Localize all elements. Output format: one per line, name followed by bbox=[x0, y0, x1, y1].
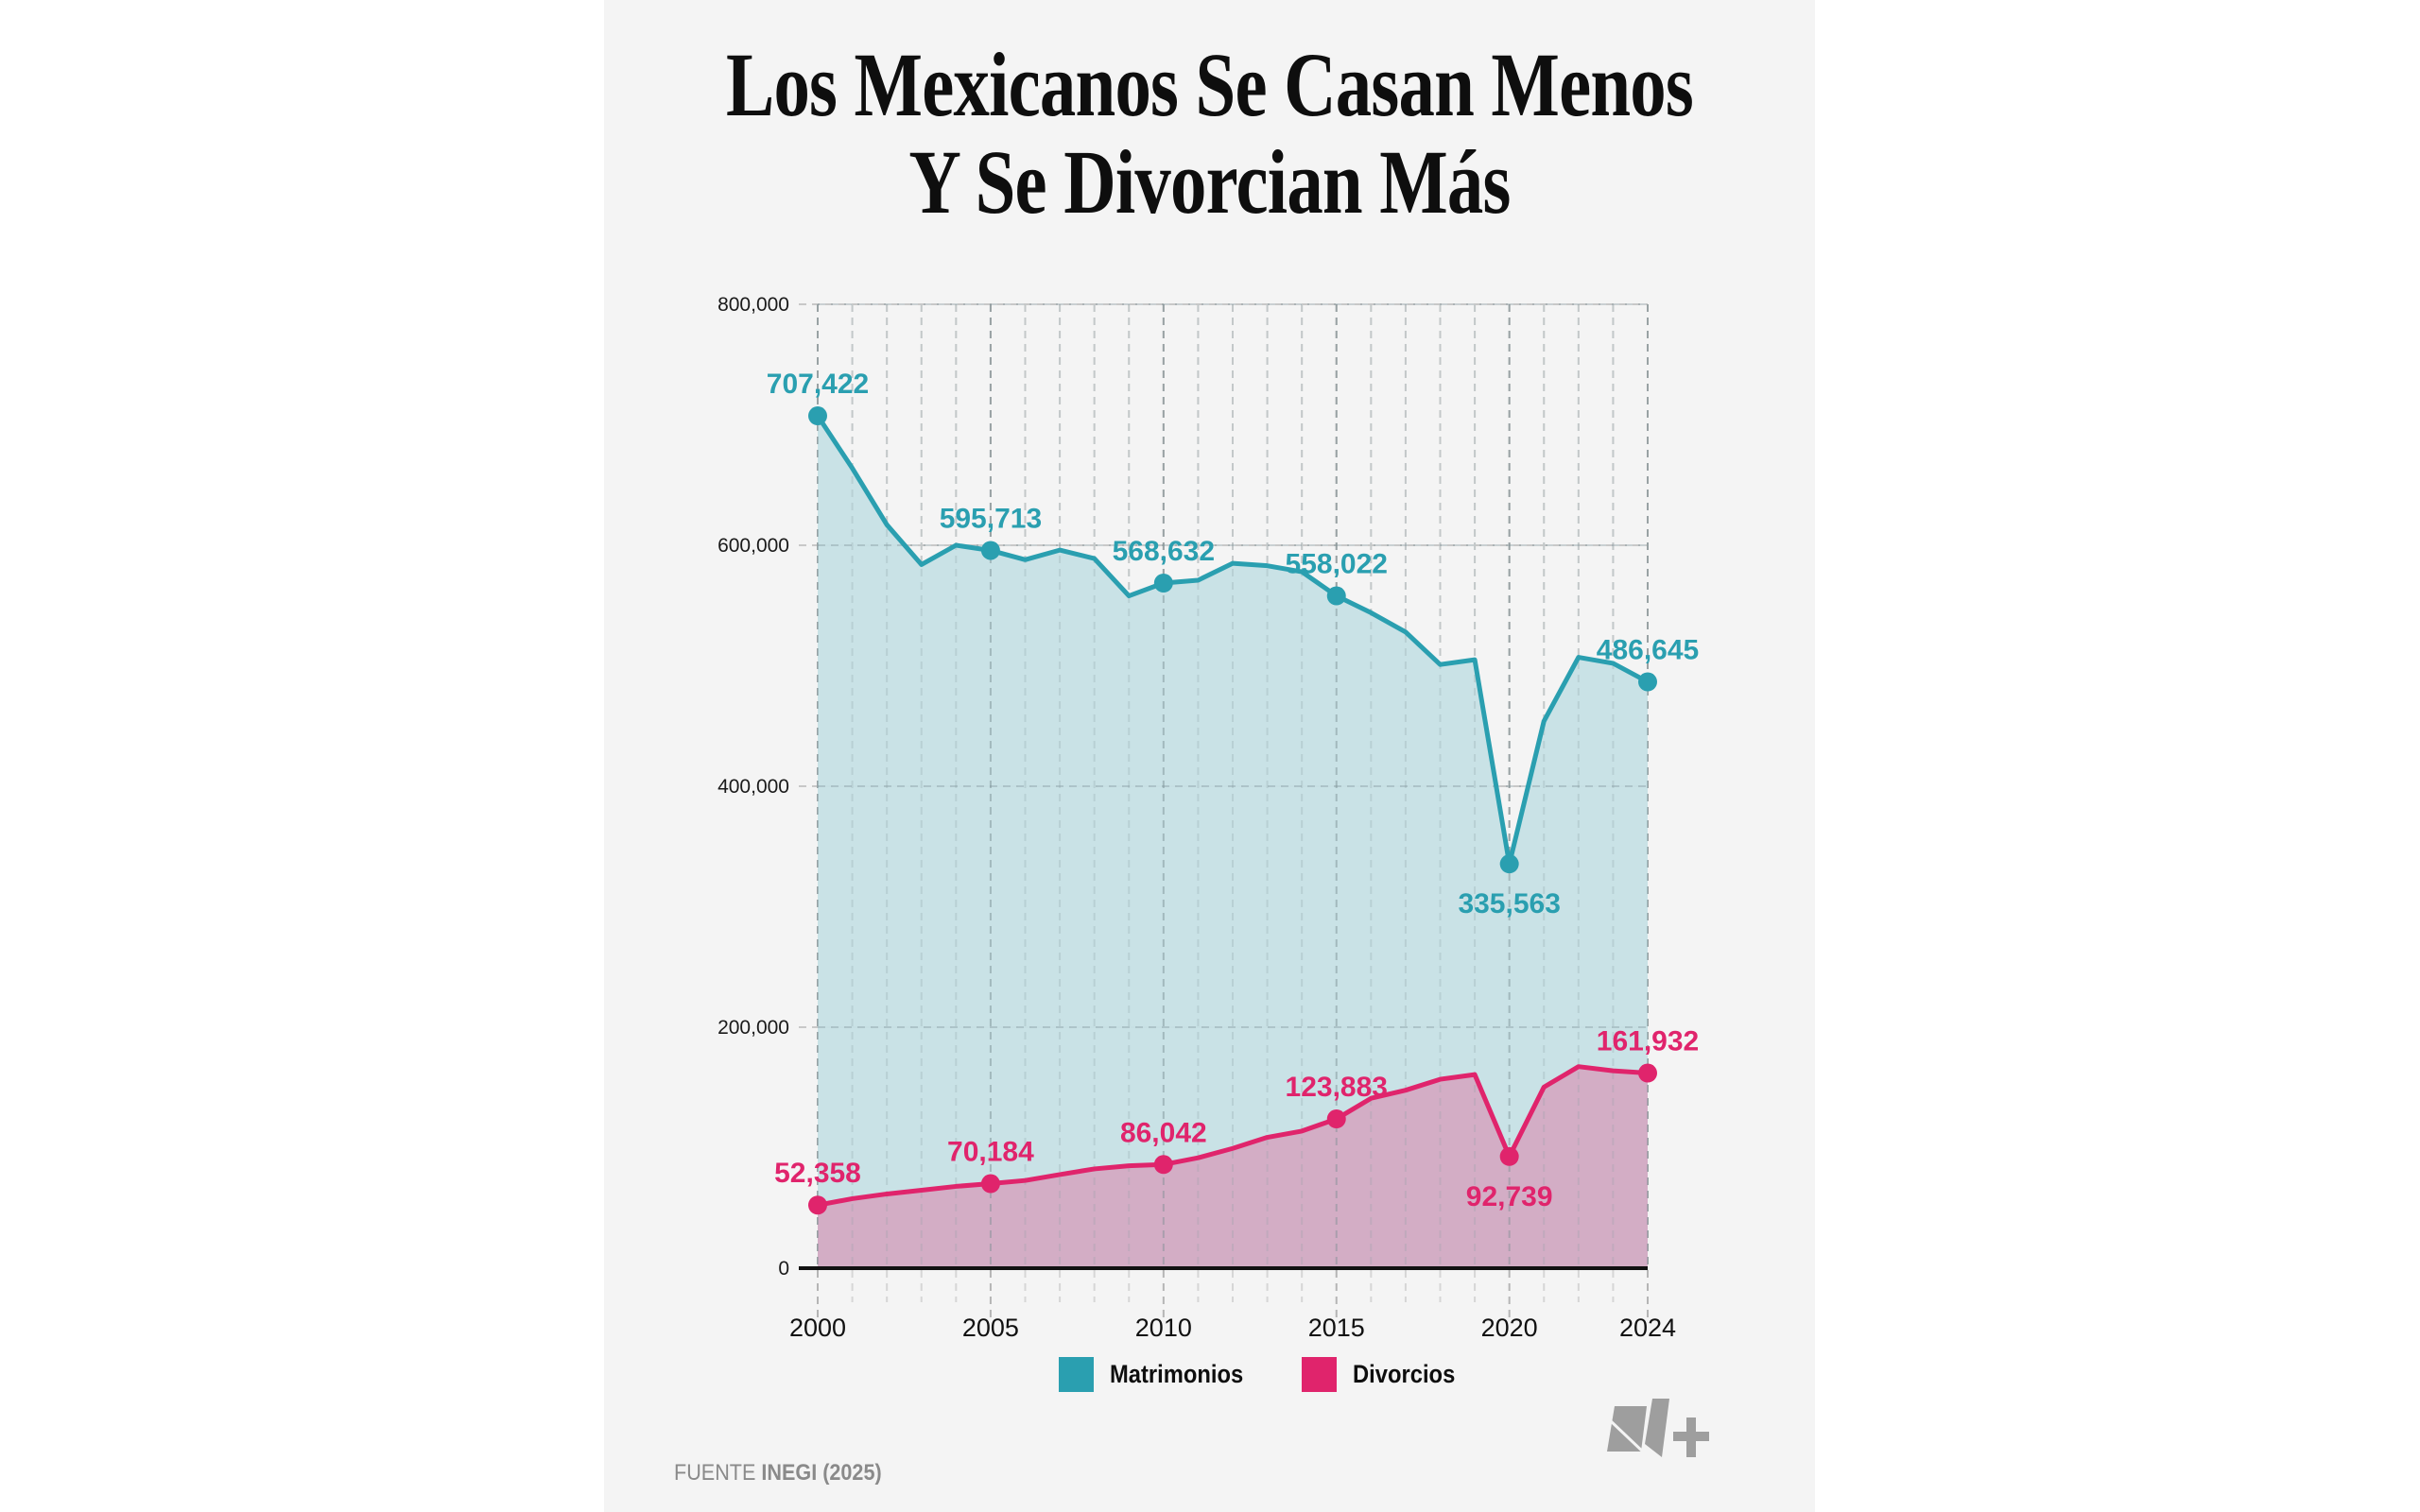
source-note: FUENTE INEGI (2025) bbox=[674, 1460, 882, 1486]
area-divorcios bbox=[818, 1066, 1648, 1268]
data-label-matrimonios-2020: 335,563 bbox=[1458, 888, 1560, 919]
nmas-logo-icon bbox=[1607, 1399, 1709, 1457]
logo-right-block bbox=[1645, 1399, 1669, 1457]
y-tick-label: 0 bbox=[778, 1258, 789, 1280]
series-points bbox=[808, 406, 1657, 1215]
legend-item-matrimonios: Matrimonios bbox=[1059, 1357, 1262, 1392]
legend-label-divorcios: Divorcios bbox=[1352, 1360, 1455, 1388]
y-tick-label: 200,000 bbox=[717, 1017, 789, 1039]
x-tick-label: 2000 bbox=[789, 1314, 846, 1342]
point-divorcios-2000 bbox=[808, 1195, 827, 1215]
legend-swatch-matrimonios bbox=[1059, 1357, 1094, 1392]
point-matrimonios-2000 bbox=[808, 406, 827, 426]
title-line-2: Y Se Divorcian Más bbox=[908, 131, 1511, 232]
y-tick-label: 800,000 bbox=[717, 294, 789, 316]
point-divorcios-2024 bbox=[1638, 1063, 1657, 1083]
chart-title: Los Mexicanos Se Casan Menos Y Se Divorc… bbox=[604, 36, 1815, 231]
legend: Matrimonios Divorcios bbox=[1059, 1357, 1509, 1392]
source-prefix: FUENTE bbox=[674, 1460, 762, 1486]
point-matrimonios-2020 bbox=[1499, 854, 1519, 874]
area-matrimonios bbox=[818, 416, 1648, 1268]
source-name: INEGI (2025) bbox=[761, 1460, 882, 1486]
data-label-matrimonios-2005: 595,713 bbox=[940, 503, 1042, 534]
data-label-divorcios-2005: 70,184 bbox=[947, 1137, 1034, 1168]
legend-item-divorcios: Divorcios bbox=[1301, 1357, 1469, 1392]
data-label-matrimonios-2024: 486,645 bbox=[1597, 635, 1699, 666]
data-label-divorcios-2015: 123,883 bbox=[1286, 1072, 1388, 1103]
y-tick-label: 400,000 bbox=[717, 776, 789, 798]
legend-label-matrimonios: Matrimonios bbox=[1110, 1360, 1244, 1388]
data-labels: 707,422 595,713 568,632 558,022 335,563 486,6… bbox=[767, 369, 1699, 1212]
data-label-matrimonios-2015: 558,022 bbox=[1286, 549, 1388, 580]
point-divorcios-2010 bbox=[1153, 1155, 1173, 1175]
data-label-matrimonios-2000: 707,422 bbox=[767, 369, 869, 400]
data-label-divorcios-2024: 161,932 bbox=[1597, 1026, 1699, 1057]
logo-slash bbox=[1607, 1418, 1649, 1457]
x-axis-ticks: 2000 2005 2010 2015 2020 2024 bbox=[789, 1314, 1676, 1342]
data-label-divorcios-2000: 52,358 bbox=[774, 1158, 861, 1189]
point-divorcios-2020 bbox=[1499, 1146, 1519, 1166]
legend-swatch-divorcios bbox=[1301, 1357, 1337, 1392]
x-tick-label: 2015 bbox=[1308, 1314, 1365, 1342]
point-matrimonios-2005 bbox=[980, 541, 1000, 560]
point-matrimonios-2015 bbox=[1326, 586, 1346, 606]
data-label-divorcios-2020: 92,739 bbox=[1466, 1181, 1553, 1212]
series-areas bbox=[817, 303, 1649, 1268]
x-tick-label: 2024 bbox=[1619, 1314, 1676, 1342]
data-label-matrimonios-2010: 568,632 bbox=[1113, 536, 1215, 567]
y-tick-label: 600,000 bbox=[717, 535, 789, 557]
x-tick-label: 2020 bbox=[1481, 1314, 1538, 1342]
point-matrimonios-2010 bbox=[1153, 573, 1173, 593]
data-label-divorcios-2010: 86,042 bbox=[1120, 1117, 1207, 1148]
logo-plus-h bbox=[1673, 1432, 1709, 1441]
point-divorcios-2015 bbox=[1326, 1109, 1346, 1129]
point-matrimonios-2024 bbox=[1638, 672, 1657, 692]
logo-left-block bbox=[1607, 1406, 1647, 1452]
x-tick-label: 2010 bbox=[1135, 1314, 1192, 1342]
point-divorcios-2005 bbox=[980, 1174, 1000, 1194]
title-line-1: Los Mexicanos Se Casan Menos bbox=[726, 34, 1694, 135]
y-axis-ticks: 0 200,000 400,000 600,000 800,000 bbox=[717, 294, 789, 1280]
x-tick-label: 2005 bbox=[962, 1314, 1019, 1342]
